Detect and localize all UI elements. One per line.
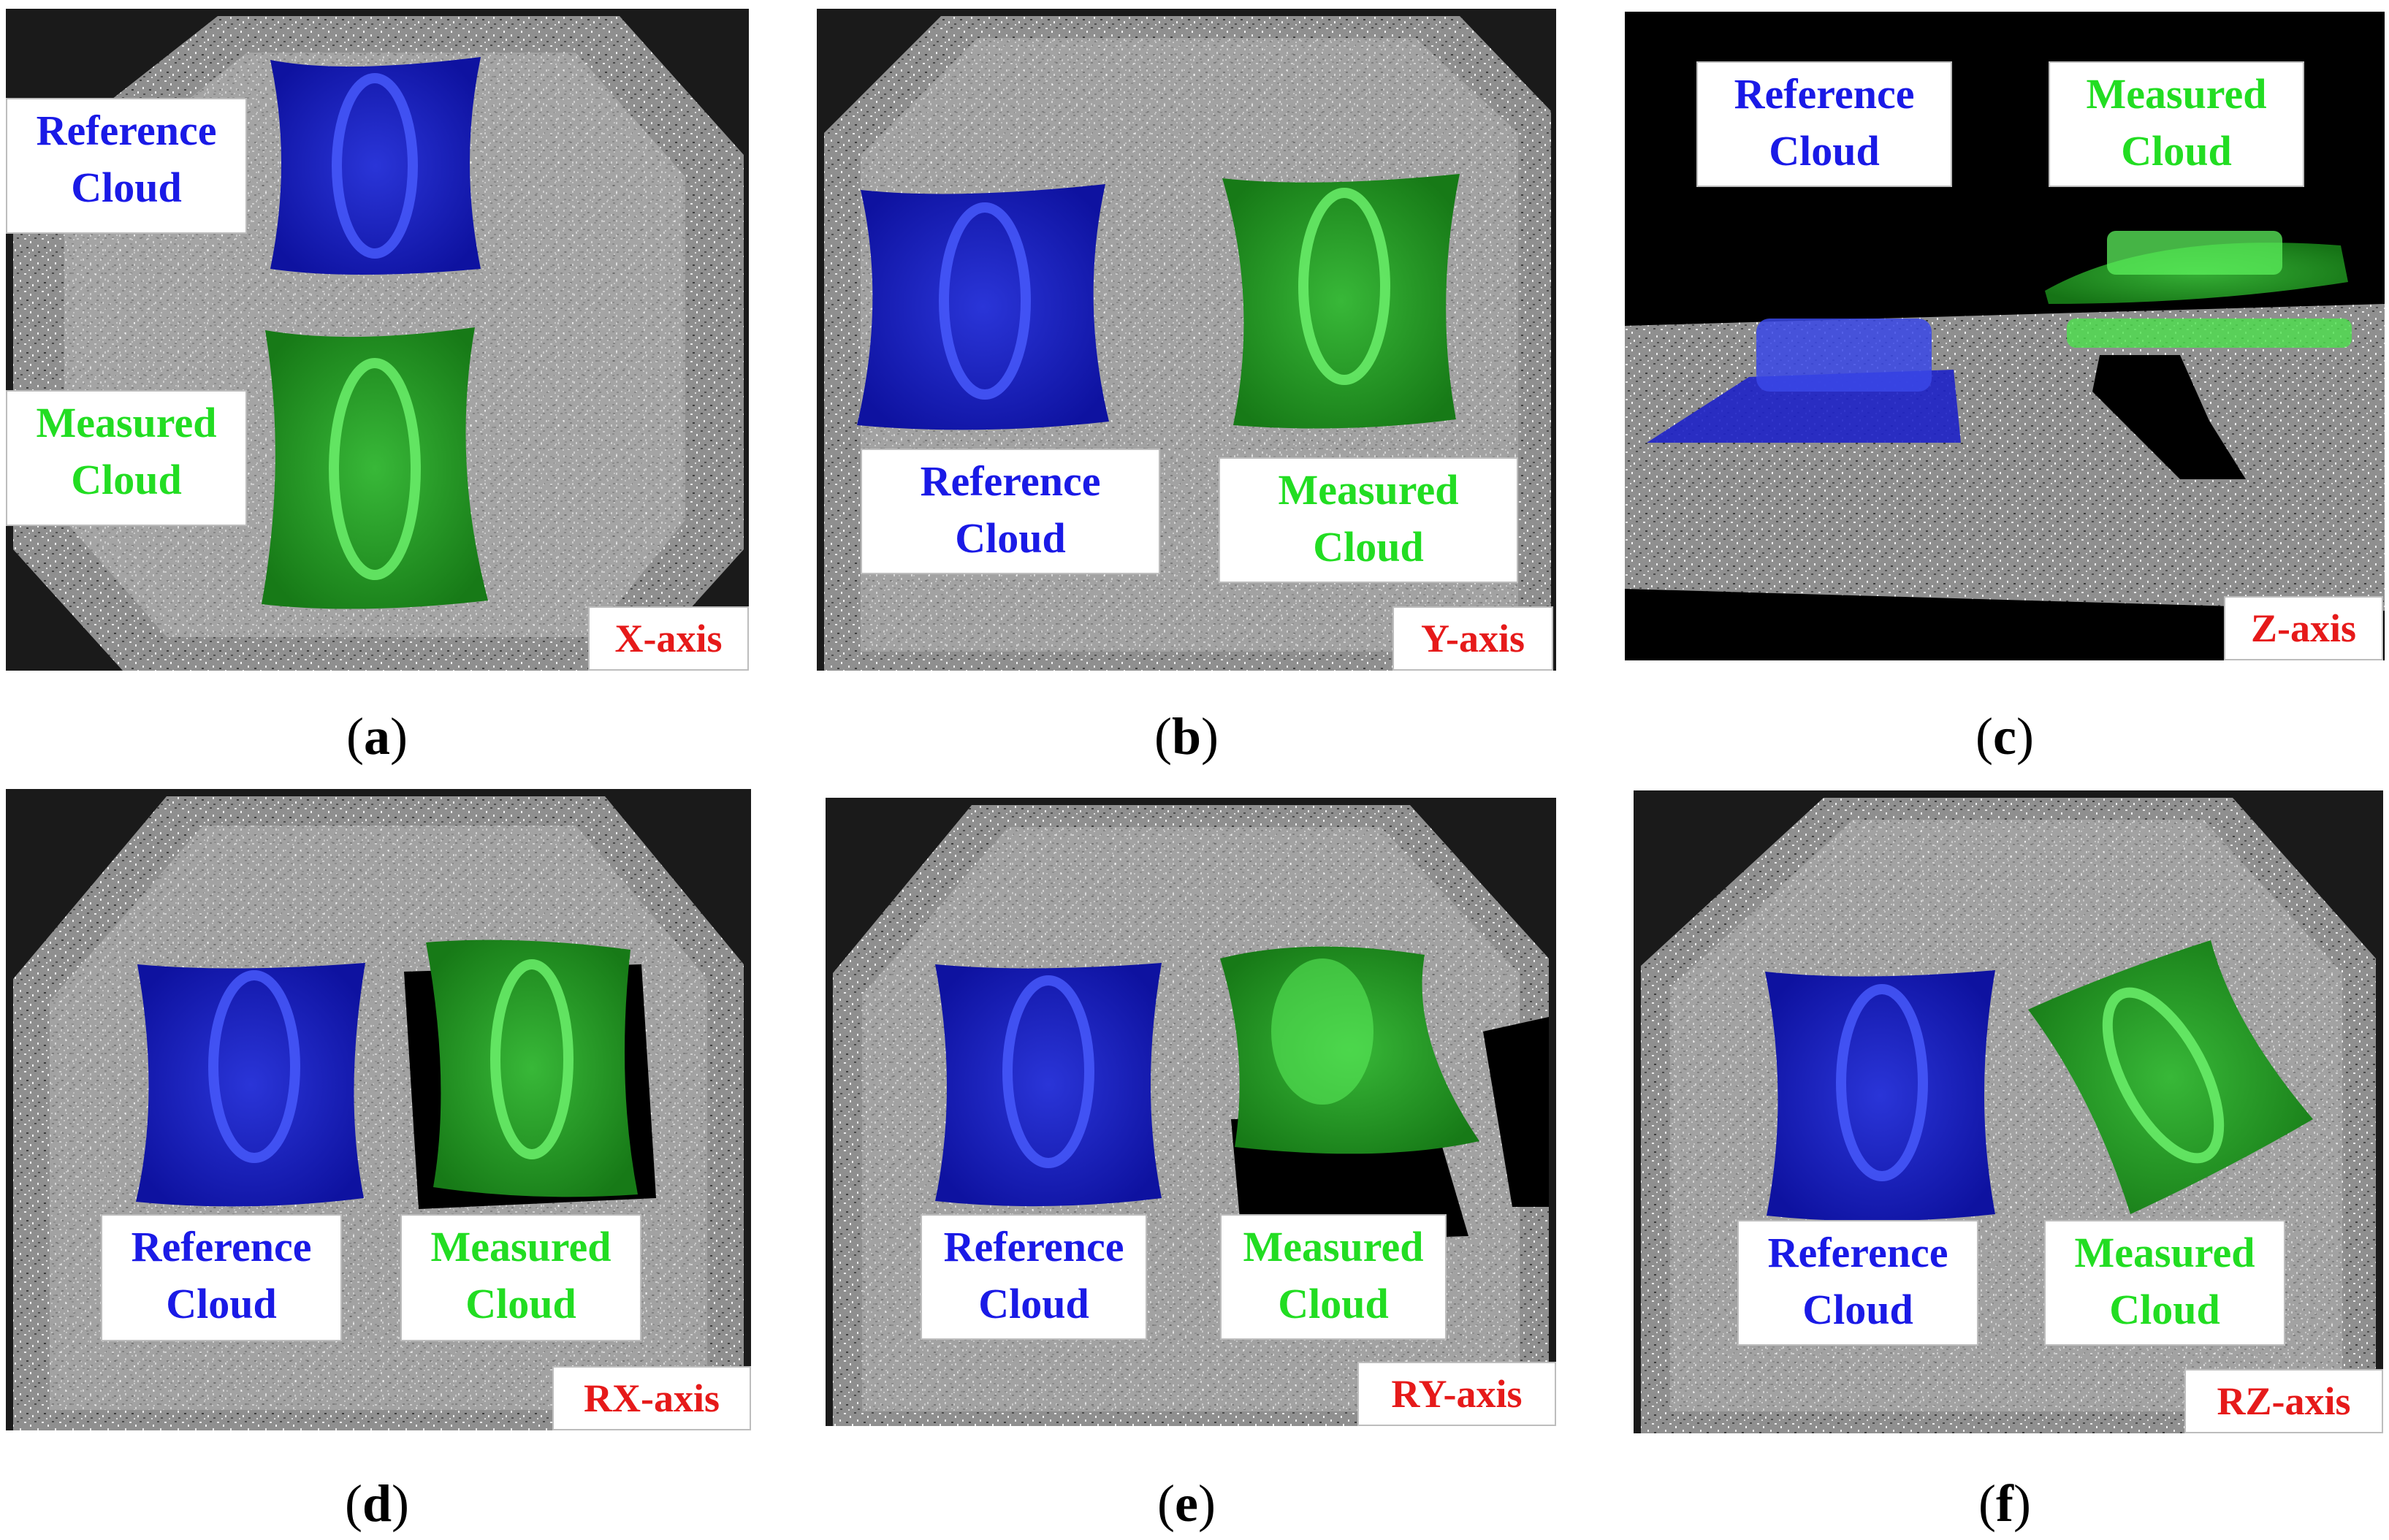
reference-cloud-label: Reference Cloud [861,449,1160,574]
axis-label: RZ-axis [2184,1369,2383,1433]
panel-e: Reference Cloud Measured Cloud RY-axis [826,798,1556,1426]
panel-f: Reference Cloud Measured Cloud RZ-axis [1634,790,2383,1433]
measured-cloud-shape-f [2028,940,2313,1214]
panel-a: Reference Cloud Measured Cloud X-axis [6,9,749,671]
reference-cloud-label: Reference Cloud [1696,61,1952,187]
reference-cloud-shape-f [1765,970,1995,1221]
axis-label: X-axis [588,606,749,671]
reference-cloud-shape-b [857,184,1109,430]
caption-f: (f) [1978,1474,2031,1533]
measured-cloud-shape-b [1222,174,1460,429]
reference-cloud-shape-d [136,963,365,1207]
caption-a: (a) [346,707,408,766]
reference-cloud-label: Reference Cloud [6,98,247,234]
measured-cloud-label: Measured Cloud [2049,61,2304,187]
panel-c: Reference Cloud Measured Cloud Z-axis [1625,12,2385,660]
caption-c: (c) [1975,707,2034,766]
measured-cloud-label: Measured Cloud [1220,1214,1447,1340]
measured-cloud-label: Measured Cloud [2044,1220,2285,1346]
panel-b: Reference Cloud Measured Cloud Y-axis [817,9,1556,671]
measured-cloud-label: Measured Cloud [1219,457,1518,583]
measured-cloud-label: Measured Cloud [6,390,247,526]
measured-cloud-label: Measured Cloud [400,1214,641,1341]
measured-cloud-shape-d [426,939,638,1197]
reference-cloud-label: Reference Cloud [1737,1220,1978,1346]
reference-cloud-shape-a [270,57,481,275]
caption-e: (e) [1157,1474,1216,1533]
caption-b: (b) [1154,707,1219,766]
reference-cloud-label: Reference Cloud [101,1214,342,1341]
caption-d: (d) [344,1474,409,1533]
reference-cloud-label: Reference Cloud [921,1214,1147,1340]
reference-cloud-shape-e [935,963,1162,1207]
axis-label: RX-axis [552,1366,751,1430]
axis-label: Z-axis [2224,596,2383,660]
axis-label: RY-axis [1357,1362,1556,1426]
axis-label: Y-axis [1392,606,1553,671]
panel-d: Reference Cloud Measured Cloud RX-axis [6,789,751,1430]
measured-cloud-shape-a [262,327,488,609]
